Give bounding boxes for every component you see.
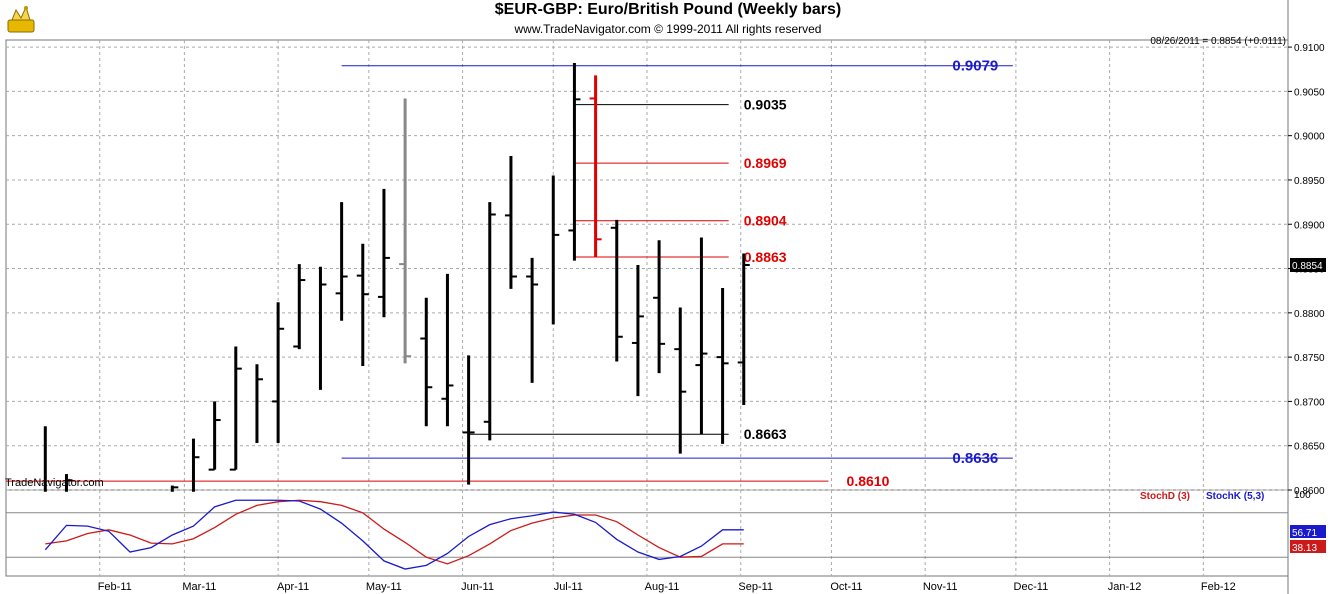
stoch-k-marker bbox=[1290, 525, 1326, 538]
level-label: 0.8969 bbox=[744, 155, 787, 171]
y-tick-label: 0.9100 bbox=[1294, 43, 1325, 54]
chart-title: $EUR-GBP: Euro/British Pound (Weekly bar… bbox=[494, 1, 842, 18]
level-label: 0.8904 bbox=[744, 213, 787, 229]
stoch-d-legend: StochD (3) bbox=[1140, 491, 1190, 502]
x-tick-label: Apr-11 bbox=[277, 581, 309, 593]
watermark-text: TradeNavigator.com bbox=[5, 477, 104, 489]
stoch-d-value: 38.13 bbox=[1292, 543, 1317, 554]
y-tick-label: 0.8650 bbox=[1294, 442, 1325, 453]
trade-navigator-logo-icon bbox=[6, 4, 36, 34]
x-tick-label: Mar-11 bbox=[182, 581, 216, 593]
y-tick-label: 0.8800 bbox=[1294, 309, 1325, 320]
stoch-k-line bbox=[44, 499, 744, 570]
level-label: 0.9035 bbox=[744, 97, 787, 113]
level-label: 0.8663 bbox=[744, 426, 787, 442]
x-tick-label: Jul-11 bbox=[554, 581, 583, 593]
stoch-k-value: 56.71 bbox=[1292, 528, 1317, 539]
y-tick-label: 0.8700 bbox=[1294, 397, 1325, 408]
y-tick-label: 0.8900 bbox=[1294, 220, 1325, 231]
copyright-notice: www.TradeNavigator.com © 1999-2011 All r… bbox=[514, 22, 822, 36]
y-tick-label: 0.9050 bbox=[1294, 87, 1325, 98]
y-tick-label: 0.9000 bbox=[1294, 132, 1325, 143]
x-tick-label: Jun-11 bbox=[461, 581, 494, 593]
x-tick-label: Feb-11 bbox=[98, 581, 132, 593]
stoch-d-marker bbox=[1290, 540, 1326, 553]
x-tick-label: May-11 bbox=[366, 581, 402, 593]
last-value-readout: 08/26/2011 = 0.8854 (+0.0111) bbox=[1150, 36, 1286, 47]
last-price-label: 0.8854 bbox=[1292, 261, 1323, 272]
x-tick-label: Sep-11 bbox=[738, 581, 773, 593]
stoch-d-line bbox=[45, 499, 744, 565]
stoch-k-legend: StochK (5,3) bbox=[1206, 491, 1265, 502]
y-tick-label: 0.8600 bbox=[1294, 486, 1325, 497]
level-label: 0.8610 bbox=[847, 473, 890, 489]
x-tick-label: Dec-11 bbox=[1014, 581, 1049, 593]
level-label: 0.9079 bbox=[952, 58, 998, 75]
x-tick-label: Feb-12 bbox=[1201, 581, 1236, 593]
y-tick-label: 0.8950 bbox=[1294, 176, 1325, 187]
x-tick-label: Aug-11 bbox=[645, 581, 680, 593]
last-price-marker bbox=[1290, 258, 1326, 272]
stoch-top-label: 100 bbox=[1294, 490, 1311, 501]
level-label: 0.8636 bbox=[952, 450, 998, 467]
y-tick-label: 0.8750 bbox=[1294, 353, 1325, 364]
x-tick-label: Oct-11 bbox=[830, 581, 862, 593]
x-tick-label: Jan-12 bbox=[1108, 581, 1142, 593]
level-label: 0.8863 bbox=[744, 249, 787, 265]
x-tick-label: Nov-11 bbox=[923, 581, 958, 593]
